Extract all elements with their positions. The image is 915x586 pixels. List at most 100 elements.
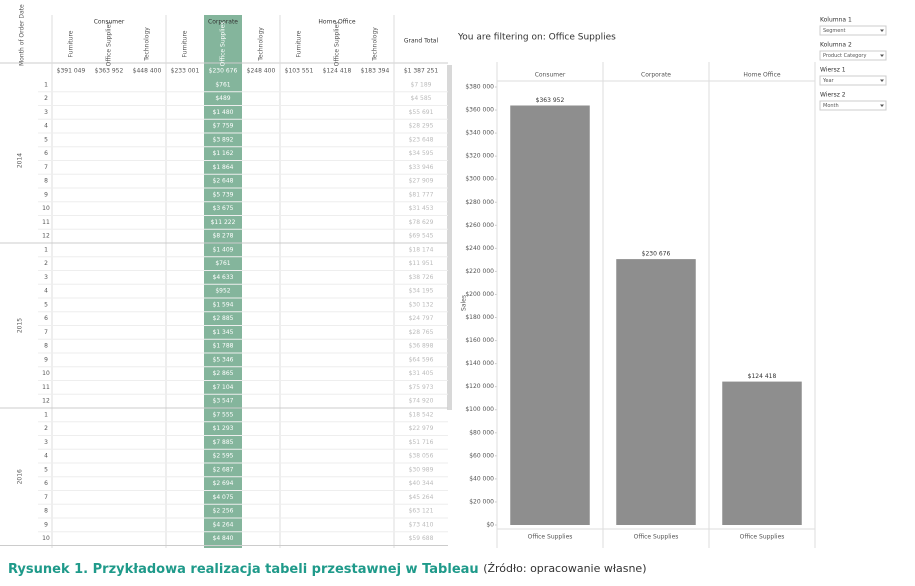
filtered-cell: $7 104	[213, 384, 234, 391]
month-label: 10	[42, 370, 50, 377]
filtered-cell: $2 865	[213, 370, 234, 377]
value-label: $230 676	[642, 251, 671, 258]
segment-header: Home Office	[318, 19, 355, 26]
grand-total-cell: $7 189	[411, 81, 432, 88]
month-label: 6	[44, 480, 48, 487]
y-tick-label: $40 000	[469, 475, 494, 482]
dropdown[interactable]	[819, 50, 887, 61]
filtered-cell: $2 256	[213, 508, 234, 515]
month-label: 5	[44, 301, 48, 308]
grand-total-cell: $51 716	[409, 439, 434, 446]
total-cell: $124 418	[323, 68, 352, 75]
value-label: $363 952	[536, 97, 565, 104]
dropdown-value: Month	[823, 103, 839, 109]
scrollbar[interactable]	[447, 65, 452, 410]
month-label: 3	[44, 439, 48, 446]
grand-total-cell: $59 688	[409, 535, 434, 542]
grand-total-cell: $30 989	[409, 466, 434, 473]
y-tick-label: $200 000	[465, 291, 494, 298]
month-label: 1	[44, 411, 48, 418]
filtered-cell: $5 739	[213, 191, 234, 198]
y-tick-label: $180 000	[465, 314, 494, 321]
year-label: 2015	[17, 318, 24, 333]
grand-total-cell: $28 295	[409, 123, 434, 130]
dropdown[interactable]	[819, 75, 887, 86]
filtered-cell: $761	[215, 260, 230, 267]
filter-label: Kolumna 1	[820, 17, 852, 24]
filtered-cell: $2 595	[213, 453, 234, 460]
grand-total-cell: $64 596	[409, 356, 434, 363]
grand-total-cell: $40 344	[409, 480, 434, 487]
month-label: 5	[44, 136, 48, 143]
filtered-cell: $4 075	[213, 494, 234, 501]
y-axis-label: Sales	[461, 295, 468, 311]
grand-total-cell: $33 946	[409, 164, 434, 171]
filter-label: Wiersz 2	[820, 92, 846, 99]
total-cell: $448 400	[133, 68, 162, 75]
filtered-cell: $7 885	[213, 439, 234, 446]
filtered-cell: $4 633	[213, 274, 234, 281]
month-label: 9	[44, 191, 48, 198]
y-tick-label: $140 000	[465, 360, 494, 367]
filtered-cell: $3 892	[213, 136, 234, 143]
sub-category-header: Technology	[372, 27, 379, 62]
filtered-cell: $7 759	[213, 123, 234, 130]
filtered-cell: $4 840	[213, 535, 234, 542]
grand-total-cell: $36 898	[409, 343, 434, 350]
filtered-cell: $489	[215, 95, 230, 102]
filtered-cell: $2 687	[213, 466, 234, 473]
month-label: 12	[42, 233, 50, 240]
month-label: 1	[44, 246, 48, 253]
month-label: 9	[44, 356, 48, 363]
filtered-cell: $2 885	[213, 315, 234, 322]
grand-total-cell: $73 410	[409, 521, 434, 528]
filtered-cell: $2 694	[213, 480, 234, 487]
filtered-cell: $3 675	[213, 205, 234, 212]
filter-label: Kolumna 2	[820, 42, 852, 49]
month-label: 5	[44, 466, 48, 473]
grand-total-header: Grand Total	[404, 38, 439, 45]
grand-total-cell: $28 765	[409, 329, 434, 336]
filtered-cell: $761	[215, 81, 230, 88]
y-tick-label: $0	[486, 522, 494, 529]
grand-total-cell: $78 629	[409, 219, 434, 226]
caption-title: Rysunek 1. Przykładowa realizacja tabeli…	[8, 562, 479, 577]
highlight-column	[204, 15, 242, 548]
filtered-cell: $1 788	[213, 343, 234, 350]
segment-header: Consumer	[94, 19, 125, 26]
grand-total-cell: $27 909	[409, 178, 434, 185]
month-label: 11	[42, 384, 50, 391]
filtered-cell: $7 555	[213, 411, 234, 418]
total-cell: $248 400	[247, 68, 276, 75]
month-label: 6	[44, 150, 48, 157]
caption-source: (Źródło: opracowanie własne)	[483, 562, 646, 575]
dropdown[interactable]	[819, 25, 887, 36]
month-label: 3	[44, 109, 48, 116]
dropdown-value: Year	[822, 78, 835, 84]
y-tick-label: $320 000	[465, 153, 494, 160]
grand-total-cell: $31 453	[409, 205, 434, 212]
grand-total-cell: $38 726	[409, 274, 434, 281]
grand-total-cell: $11 951	[409, 260, 434, 267]
sub-category-header: Furniture	[68, 30, 75, 57]
grand-total-cell: $38 056	[409, 453, 434, 460]
facet-label: Corporate	[641, 72, 671, 79]
grand-total-cell: $31 405	[409, 370, 434, 377]
y-tick-label: $20 000	[469, 498, 494, 505]
month-label: 7	[44, 494, 48, 501]
filtered-cell: $5 346	[213, 356, 234, 363]
filtered-cell: $3 547	[213, 398, 234, 405]
x-tick-label: Office Supplies	[740, 534, 785, 541]
filtered-cell: $8 278	[213, 233, 234, 240]
y-tick-label: $220 000	[465, 268, 494, 275]
grand-total-cell: $63 121	[409, 508, 434, 515]
y-tick-label: $100 000	[465, 406, 494, 413]
dropdown[interactable]	[819, 100, 887, 111]
y-tick-label: $120 000	[465, 383, 494, 390]
total-cell: $233 001	[171, 68, 200, 75]
grand-total-cell: $45 264	[409, 494, 434, 501]
total-cell: $183 394	[361, 68, 390, 75]
grand-total-cell: $18 174	[409, 246, 434, 253]
